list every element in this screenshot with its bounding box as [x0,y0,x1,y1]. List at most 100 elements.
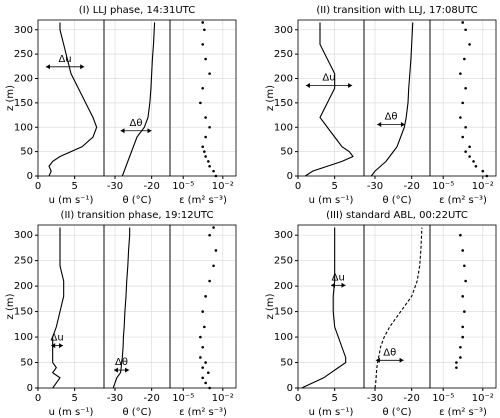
dissipation-point [204,361,207,364]
y-tick-label: 0 [27,171,33,182]
delta-label: Δu [58,54,71,65]
dissipation-point [461,249,464,252]
y-tick-label: 50 [20,147,33,158]
x-axis-label: u (m s⁻¹) [309,195,354,206]
y-tick-label: 250 [274,256,293,267]
delta-label: Δu [332,272,345,283]
x-tick-label: 0 [295,181,301,192]
dissipation-point [207,160,210,163]
arrow-head [51,343,64,349]
dissipation-point [468,43,471,46]
dissipation-point [474,164,478,168]
dissipation-point [463,264,466,268]
y-tick-label: 0 [287,383,293,394]
y-tick-label: 0 [287,171,293,182]
dissipation-point [201,310,204,313]
dissipation-point [199,356,202,359]
dissipation-point [481,169,485,173]
dissipation-point [204,57,207,61]
x-axis-label: ε (m² s⁻³) [179,195,227,206]
axes-frame [429,19,497,177]
dissipation-point [464,279,467,283]
dissipation-point [461,295,464,298]
axes-frame [429,224,497,389]
dissipation-point [201,86,204,90]
x-axis-label: ε (m² s⁻³) [179,407,227,418]
y-tick-label: 50 [280,147,293,158]
dissipation-point [459,345,462,349]
arrow-head [331,282,346,288]
dissipation-point [199,335,202,339]
profile-line [51,227,65,389]
y-tick-label: 100 [14,332,33,343]
dissipation-point [461,335,464,339]
panel-title: (II) transition phase, 19:12UTC [61,210,214,221]
y-axis-label: z (m) [265,293,276,319]
x-tick-label: 10⁻⁵ [172,181,194,192]
x-tick-label: -30 [107,393,123,404]
dissipation-point [201,376,204,380]
x-axis-label: θ (°C) [382,195,411,206]
dissipation-point [463,310,466,313]
axes-frame [363,19,431,177]
x-tick-label: 5 [331,181,337,192]
dissipation-point [199,101,202,105]
dissipation-point [464,28,467,32]
dissipation-point [468,155,471,158]
profile-line [48,22,98,177]
dissipation-point [459,72,462,75]
dissipation-point [461,21,464,24]
x-tick-label: 10⁻² [472,181,494,192]
y-tick-label: 250 [274,49,293,60]
dissipation-point [201,145,204,149]
x-tick-label: -20 [403,393,419,404]
y-tick-label: 150 [14,98,33,109]
y-tick-label: 300 [274,25,293,36]
x-tick-label: 10⁻⁵ [172,393,194,404]
dissipation-point [207,371,210,375]
dissipation-point [201,366,204,369]
x-tick-label: 10⁻² [212,181,234,192]
x-tick-label: -30 [367,393,383,404]
y-axis-label: z (m) [5,293,16,319]
dissipation-point [455,366,458,369]
delta-label: Δθ [385,112,398,123]
dissipation-point [204,381,207,385]
x-axis-label: u (m s⁻¹) [49,407,94,418]
profile-line [121,22,156,177]
dissipation-point [212,169,215,173]
x-tick-label: 0 [35,393,41,404]
y-tick-label: 300 [14,230,33,241]
delta-label: Δu [51,333,64,344]
arrow-head [113,367,130,373]
dissipation-point [461,101,464,105]
axes-frame [297,224,365,389]
x-tick-label: 10⁻² [472,393,494,404]
dissipation-point [463,57,466,61]
delta-label: Δθ [383,347,396,358]
y-tick-label: 200 [274,74,293,85]
x-tick-label: -30 [107,181,123,192]
delta-label: Δθ [115,357,128,368]
y-tick-label: 300 [14,25,33,36]
axes-frame [37,19,105,177]
y-tick-label: 100 [14,122,33,133]
profile-line [305,22,354,177]
x-tick-label: 0 [35,181,41,192]
axes-frame [103,224,171,389]
profile-line [301,227,347,389]
x-axis-label: u (m s⁻¹) [309,407,354,418]
dissipation-point [203,150,206,153]
dissipation-point [459,116,462,119]
y-tick-label: 250 [14,256,33,267]
y-axis-label: z (m) [5,85,16,111]
axes-frame [169,224,237,389]
x-tick-label: 5 [331,393,337,404]
axes-frame [297,19,365,177]
x-axis-label: θ (°C) [382,407,411,418]
dissipation-point [201,345,204,349]
profile-line [374,227,423,389]
dissipation-point [472,160,475,163]
dissipation-point [208,279,211,283]
